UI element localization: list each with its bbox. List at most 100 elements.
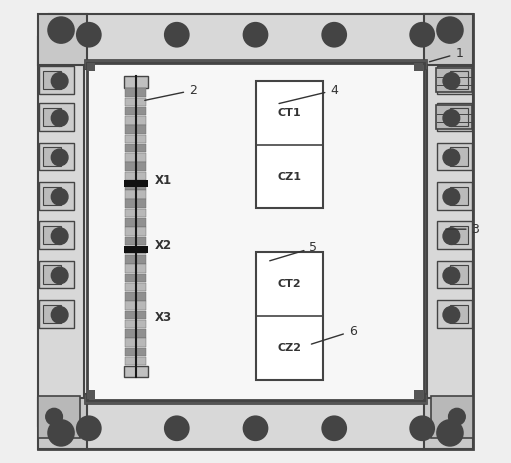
Circle shape [443,267,460,284]
Circle shape [443,228,460,244]
Circle shape [410,23,434,47]
Circle shape [443,73,460,89]
Circle shape [165,416,189,440]
Circle shape [48,420,74,446]
FancyBboxPatch shape [125,125,146,134]
FancyBboxPatch shape [125,135,146,143]
FancyBboxPatch shape [436,68,472,92]
FancyBboxPatch shape [125,218,146,226]
FancyBboxPatch shape [437,261,472,288]
FancyBboxPatch shape [39,182,74,210]
Text: X2: X2 [155,239,172,252]
FancyBboxPatch shape [125,163,146,171]
FancyBboxPatch shape [437,66,472,94]
Circle shape [51,73,68,89]
FancyBboxPatch shape [84,59,427,69]
FancyBboxPatch shape [125,237,146,245]
FancyBboxPatch shape [38,14,473,449]
FancyBboxPatch shape [450,187,468,205]
FancyBboxPatch shape [450,108,468,126]
FancyBboxPatch shape [125,264,146,273]
Text: CT2: CT2 [277,279,301,289]
FancyBboxPatch shape [437,300,472,328]
Circle shape [51,267,68,284]
FancyBboxPatch shape [86,63,425,400]
FancyBboxPatch shape [125,200,146,208]
Text: 3: 3 [446,223,479,236]
FancyBboxPatch shape [431,396,473,438]
FancyBboxPatch shape [450,265,468,284]
FancyBboxPatch shape [86,390,95,399]
Circle shape [51,307,68,323]
Circle shape [48,17,74,43]
FancyBboxPatch shape [43,226,61,244]
FancyBboxPatch shape [124,76,148,88]
Text: CT1: CT1 [277,108,301,118]
Circle shape [51,228,68,244]
FancyBboxPatch shape [124,180,148,187]
FancyBboxPatch shape [125,292,146,300]
FancyBboxPatch shape [125,209,146,217]
FancyBboxPatch shape [125,116,146,125]
FancyBboxPatch shape [43,71,61,89]
Text: 4: 4 [279,84,338,104]
FancyBboxPatch shape [39,143,74,170]
FancyBboxPatch shape [414,63,423,71]
FancyBboxPatch shape [125,227,146,236]
FancyBboxPatch shape [125,98,146,106]
FancyBboxPatch shape [450,71,468,89]
Circle shape [449,408,465,425]
FancyBboxPatch shape [437,221,472,249]
Circle shape [51,110,68,126]
FancyBboxPatch shape [50,394,461,449]
FancyBboxPatch shape [125,88,146,97]
Text: CZ1: CZ1 [277,171,301,181]
FancyBboxPatch shape [450,147,468,166]
Circle shape [51,188,68,205]
FancyBboxPatch shape [84,394,427,404]
FancyBboxPatch shape [39,261,74,288]
FancyBboxPatch shape [256,81,322,208]
Text: 2: 2 [145,84,197,100]
Text: CZ2: CZ2 [277,343,301,353]
Circle shape [51,149,68,166]
Circle shape [322,23,346,47]
FancyBboxPatch shape [43,305,61,323]
FancyBboxPatch shape [124,246,148,253]
Text: 1: 1 [429,47,463,62]
FancyBboxPatch shape [125,255,146,263]
Circle shape [410,416,434,440]
FancyBboxPatch shape [50,14,461,69]
FancyBboxPatch shape [125,311,146,319]
FancyBboxPatch shape [427,37,473,426]
FancyBboxPatch shape [38,14,86,65]
FancyBboxPatch shape [39,221,74,249]
Circle shape [77,416,101,440]
FancyBboxPatch shape [436,105,472,129]
FancyBboxPatch shape [450,226,468,244]
FancyBboxPatch shape [425,398,473,449]
FancyBboxPatch shape [125,357,146,365]
FancyBboxPatch shape [414,390,423,399]
FancyBboxPatch shape [39,103,74,131]
FancyBboxPatch shape [437,103,472,131]
FancyBboxPatch shape [450,305,468,323]
FancyBboxPatch shape [437,143,472,170]
FancyBboxPatch shape [43,108,61,126]
FancyBboxPatch shape [86,63,95,71]
Circle shape [46,408,62,425]
FancyBboxPatch shape [256,252,322,380]
FancyBboxPatch shape [39,300,74,328]
Circle shape [77,23,101,47]
FancyBboxPatch shape [125,153,146,162]
FancyBboxPatch shape [437,182,472,210]
Circle shape [243,23,268,47]
Circle shape [443,110,460,126]
FancyBboxPatch shape [125,283,146,291]
FancyBboxPatch shape [38,396,80,438]
Circle shape [243,416,268,440]
FancyBboxPatch shape [125,172,146,180]
FancyBboxPatch shape [125,144,146,152]
FancyBboxPatch shape [125,329,146,338]
Text: X1: X1 [155,174,172,187]
